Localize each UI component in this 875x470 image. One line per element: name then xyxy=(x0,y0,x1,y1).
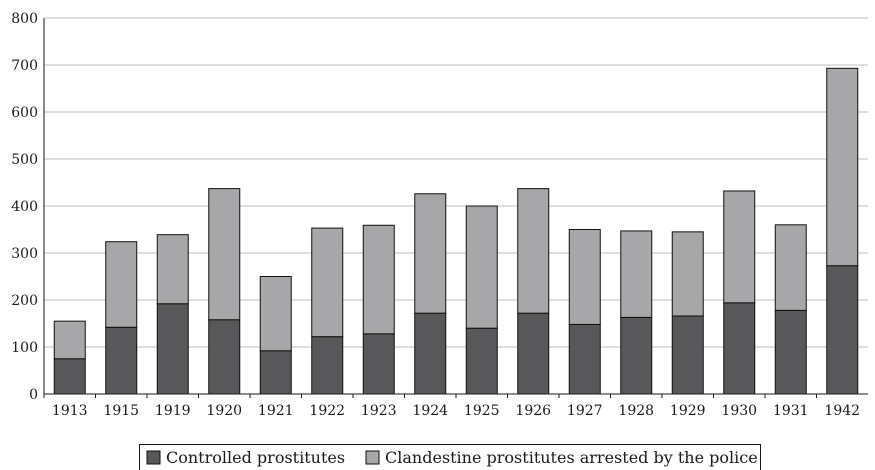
y-tick-label: 500 xyxy=(11,152,38,168)
bar-controlled xyxy=(362,333,395,395)
y-tick-label: 700 xyxy=(11,58,38,74)
y-tick-label: 800 xyxy=(11,11,38,27)
bar-controlled xyxy=(774,309,807,395)
x-tick-label: 1921 xyxy=(258,403,294,419)
x-tick-label: 1915 xyxy=(103,403,139,419)
bar-controlled xyxy=(414,312,447,395)
x-axis: 1913 1915 1919 1920 1921 1922 1923 1924 1925 1926… xyxy=(43,393,868,419)
bar-clandestine xyxy=(414,193,447,314)
bar-clandestine xyxy=(723,190,756,304)
bar-clandestine xyxy=(826,67,859,267)
bar-controlled xyxy=(517,312,550,395)
bar-clandestine xyxy=(465,205,498,329)
legend: Controlled prostitutes Clandestine prosti… xyxy=(139,444,761,470)
bar-controlled xyxy=(311,336,344,395)
bar-clandestine xyxy=(671,231,704,317)
y-tick-label: 0 xyxy=(29,387,38,403)
y-tick-label: 100 xyxy=(11,340,38,356)
y-axis: 0 100 200 300 400 500 600 700 800 xyxy=(11,11,45,403)
bar-clandestine xyxy=(620,230,653,318)
bar-clandestine xyxy=(156,234,189,305)
y-tick-label: 400 xyxy=(11,199,38,215)
y-tick-label: 600 xyxy=(11,105,38,121)
bar-clandestine xyxy=(53,320,86,360)
x-tick-label: 1924 xyxy=(412,403,448,419)
bar-controlled xyxy=(208,319,241,395)
bar-controlled xyxy=(465,327,498,395)
x-tick-label: 1922 xyxy=(309,403,345,419)
x-tick-label: 1926 xyxy=(515,403,551,419)
legend-swatch xyxy=(365,450,380,465)
bar-controlled xyxy=(723,302,756,395)
x-tick-label: 1920 xyxy=(206,403,242,419)
x-tick-label: 1931 xyxy=(773,403,809,419)
x-tick-label: 1925 xyxy=(464,403,500,419)
x-tick-label: 1913 xyxy=(52,403,88,419)
bar-clandestine xyxy=(774,224,807,311)
x-tick-label: 1923 xyxy=(361,403,397,419)
bar-clandestine xyxy=(105,241,138,328)
x-tick-label: 1942 xyxy=(824,403,860,419)
bar-controlled xyxy=(826,265,859,395)
x-tick-label: 1928 xyxy=(618,403,654,419)
bar-clandestine xyxy=(362,224,395,335)
bar-controlled xyxy=(620,316,653,395)
bar-controlled xyxy=(156,303,189,395)
legend-swatch xyxy=(146,450,161,465)
y-tick-label: 300 xyxy=(11,246,38,262)
bar-clandestine xyxy=(568,229,601,325)
bar-clandestine xyxy=(311,227,344,338)
bar-clandestine xyxy=(259,276,292,352)
bars xyxy=(53,67,859,395)
bar-controlled xyxy=(568,323,601,395)
bar-controlled xyxy=(53,358,86,395)
legend-label: Controlled prostitutes xyxy=(166,448,345,467)
bar-clandestine xyxy=(517,188,550,314)
x-tick-label: 1929 xyxy=(670,403,706,419)
legend-box xyxy=(139,444,761,470)
bar-controlled xyxy=(671,315,704,395)
legend-label: Clandestine prostitutes arrested by the … xyxy=(385,448,758,467)
y-tick-label: 200 xyxy=(11,293,38,309)
bar-clandestine xyxy=(208,188,241,321)
x-tick-label: 1919 xyxy=(155,403,191,419)
bar-controlled xyxy=(259,350,292,395)
bar-controlled xyxy=(105,326,138,395)
x-tick-label: 1927 xyxy=(567,403,603,419)
x-tick-label: 1930 xyxy=(721,403,757,419)
